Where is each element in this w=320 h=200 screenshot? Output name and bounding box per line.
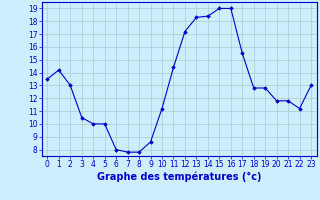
X-axis label: Graphe des températures (°c): Graphe des températures (°c) <box>97 172 261 182</box>
